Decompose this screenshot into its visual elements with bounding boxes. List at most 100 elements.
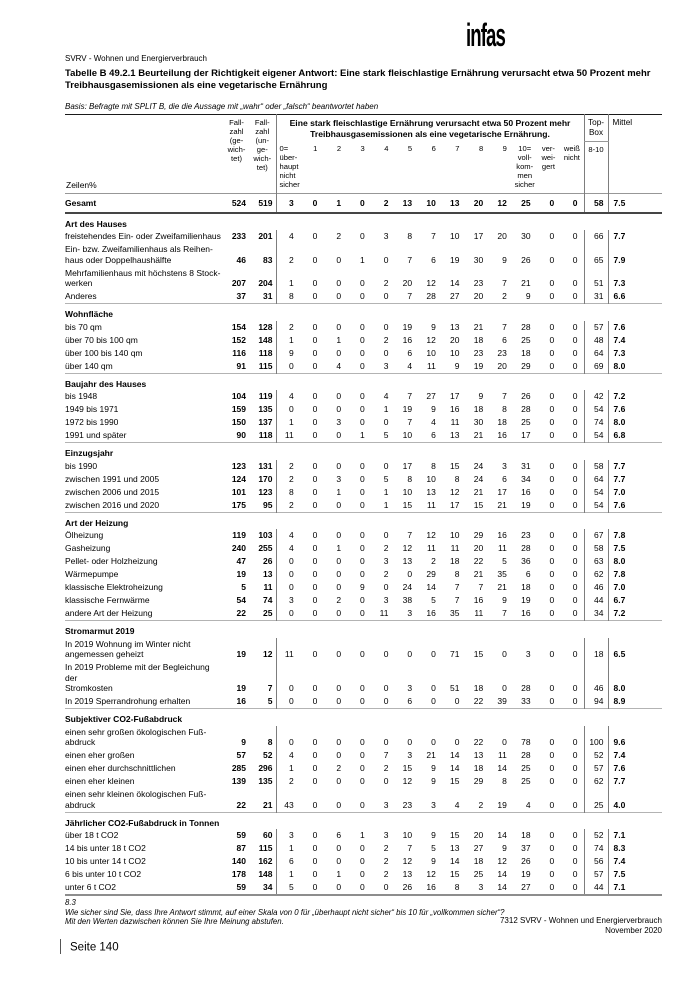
scale-value: 0 — [431, 649, 436, 659]
scale-value: 20 — [473, 830, 484, 840]
scale-value: 0 — [336, 569, 342, 579]
scale-value: 0 — [312, 430, 318, 440]
scale-value: 4 — [525, 799, 531, 810]
mittel-value: 7.5 — [607, 868, 663, 881]
topbox-value: 25 — [583, 788, 609, 812]
fallzahl-gewichtet-value: 16 — [236, 696, 246, 706]
scale-value: 15 — [402, 763, 413, 773]
scale-value: 2 — [383, 198, 389, 208]
table-row: klassische Elektroheizung 5 11 0 0 0 9 0 24 14 7 7 2… — [65, 581, 663, 594]
scale-value: 0 — [572, 347, 578, 358]
topbox-value: 46 — [583, 581, 609, 594]
scale-column-header: 7 — [455, 144, 460, 153]
scale-value: 0 — [336, 391, 342, 401]
mittel-value: 7.4 — [607, 855, 663, 868]
scale-value: 10 — [450, 347, 460, 358]
mittel-value: 7.1 — [607, 881, 663, 895]
topbox-value: 57 — [583, 868, 609, 881]
table-header-row-1: Zeilen% Fall- zahl (ge- wich- tet) Fall-… — [65, 114, 663, 194]
scale-value: 35 — [450, 608, 460, 618]
scale-value: 10 — [402, 486, 413, 497]
fallzahl-ungewichtet-value: 7 — [267, 683, 273, 693]
scale-value: 13 — [402, 556, 413, 566]
scale-value: 1 — [336, 486, 342, 497]
scale-value: 0 — [572, 750, 578, 760]
scale-value: 31 — [521, 460, 531, 471]
topbox-value: 44 — [583, 881, 609, 895]
fallzahl-ungewichtet-value: 95 — [263, 499, 273, 510]
row-label: andere Art der Heizung — [65, 608, 153, 618]
scale-value: 4 — [407, 360, 413, 371]
section: Art der Heizung Ölheizung 119 103 4 0 0 0 0 7 12 10… — [65, 512, 663, 621]
row-label: Mehrfamilienhaus mit höchstens 8 Stock- … — [65, 267, 221, 289]
topbox-value: 62 — [583, 568, 609, 581]
scale-value: 28 — [521, 750, 531, 760]
scale-value: 7 — [454, 595, 460, 605]
fallzahl-ungewichtet-value: 60 — [263, 830, 273, 840]
scale-value: 35 — [497, 569, 507, 579]
scale-value: 0 — [572, 608, 578, 618]
scale-value: 0 — [336, 856, 342, 866]
scale-value: 0 — [312, 856, 318, 866]
scale-value: 0 — [275, 607, 300, 621]
scale-value: 12 — [497, 856, 507, 866]
scale-value: 0 — [312, 843, 318, 853]
fallzahl-ungewichtet-value: 25 — [263, 608, 273, 618]
scale-value: 9 — [431, 321, 436, 332]
fallzahl-gewichtet-value: 101 — [231, 486, 246, 497]
scale-value: 23 — [521, 530, 531, 540]
table-header-row-2: 0= über- haupt nicht sicher 1 2 3 4 5 6 7 8 9 10= … — [65, 141, 662, 194]
scale-value: 17 — [521, 430, 531, 440]
topbox-value: 67 — [583, 529, 609, 542]
scale-value: 0 — [312, 776, 318, 786]
section-header-row: Wohnfläche — [65, 304, 662, 321]
fallzahl-gewichtet-value: 37 — [236, 291, 246, 301]
scale-value: 36 — [521, 556, 531, 566]
scale-value: 0 — [312, 391, 318, 401]
scale-value: 13 — [426, 486, 436, 497]
scale-value: 0 — [549, 569, 555, 579]
mittel-value: 8.3 — [607, 842, 663, 855]
scale-column-header: 1 — [313, 144, 318, 153]
mittel-value: 7.6 — [607, 498, 663, 512]
scale-value: 78 — [521, 737, 531, 747]
scale-value: 6 — [431, 254, 436, 265]
scale-value: 20 — [450, 334, 460, 345]
section-header-row: Einzugsjahr — [65, 443, 662, 460]
scale-value: 4 — [454, 799, 460, 810]
scale-value: 0 — [312, 737, 318, 747]
scale-value: 14 — [497, 830, 507, 840]
scale-value: 2 — [383, 543, 389, 553]
scale-value: 0 — [275, 403, 300, 416]
scale-value: 11 — [450, 543, 460, 553]
scale-value: 3 — [336, 417, 342, 427]
scale-value: 7 — [502, 391, 507, 401]
scale-value: 0 — [360, 737, 365, 747]
scale-value: 0 — [312, 198, 318, 208]
scale-value: 9 — [502, 595, 507, 605]
mittel-value: 7.1 — [607, 829, 663, 842]
section-header-row: Jährlicher CO2-Fußabdruck in Tonnen — [65, 812, 662, 829]
scale-value: 0 — [407, 737, 413, 747]
section-header-row: Baujahr des Hauses — [65, 373, 662, 390]
scale-value: 4 — [275, 542, 300, 555]
scale-value: 1 — [360, 830, 365, 840]
scale-value: 21 — [473, 430, 484, 440]
mittel-value: 7.5 — [607, 542, 663, 555]
table-row: 6 bis unter 10 t CO2 178 148 1 0 1 0 2 13 12 15 25 1… — [65, 868, 663, 881]
scale-value: 21 — [497, 499, 507, 510]
scale-value: 0 — [336, 582, 342, 592]
fallzahl-ungewichtet-value: 135 — [258, 776, 273, 786]
scale-value: 0 — [431, 696, 436, 706]
row-label: In 2019 Sperrandrohung erhalten — [65, 696, 191, 706]
fallzahl-gewichtet-value: 178 — [231, 869, 246, 879]
scale-value: 3 — [478, 882, 484, 892]
fallzahl-gewichtet-value: 19 — [236, 683, 246, 693]
scale-value: 8 — [431, 460, 436, 471]
scale-value: 16 — [450, 404, 460, 414]
fallzahl-ungewichtet-value: 5 — [267, 696, 273, 706]
scale-value: 21 — [497, 582, 507, 592]
scale-value: 16 — [426, 882, 436, 892]
scale-value: 0 — [549, 763, 555, 773]
scale-value: 21 — [521, 278, 531, 288]
